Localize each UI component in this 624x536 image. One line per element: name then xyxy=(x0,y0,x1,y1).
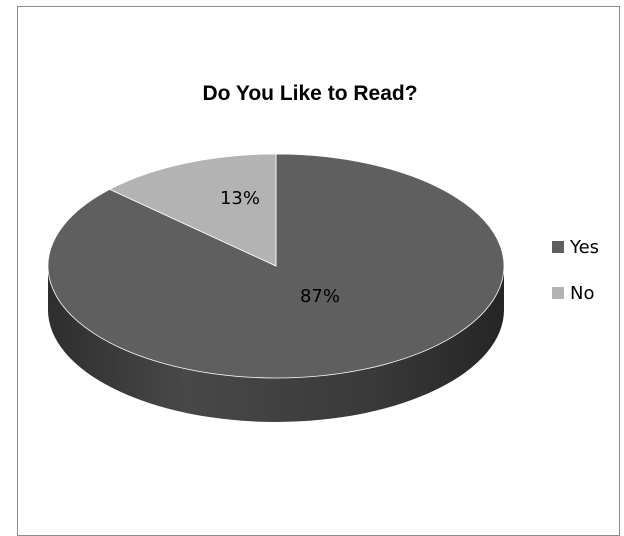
chart-title: Do You Like to Read? xyxy=(202,82,418,105)
pie-side-wall xyxy=(48,266,504,422)
legend-swatch-no xyxy=(552,287,564,299)
pie-slices-layer xyxy=(47,153,505,379)
pie-depth-layer xyxy=(48,266,504,422)
data-label-no: 13% xyxy=(220,188,260,209)
data-label-yes: 87% xyxy=(300,286,340,307)
data-labels-layer: 87% 13% xyxy=(220,188,340,307)
legend: Yes No xyxy=(552,237,599,304)
pie-slice-no xyxy=(108,153,277,267)
legend-label-no: No xyxy=(570,283,594,304)
legend-swatch-yes xyxy=(552,241,564,253)
legend-label-yes: Yes xyxy=(569,237,599,258)
pie-slice-yes xyxy=(47,153,505,379)
